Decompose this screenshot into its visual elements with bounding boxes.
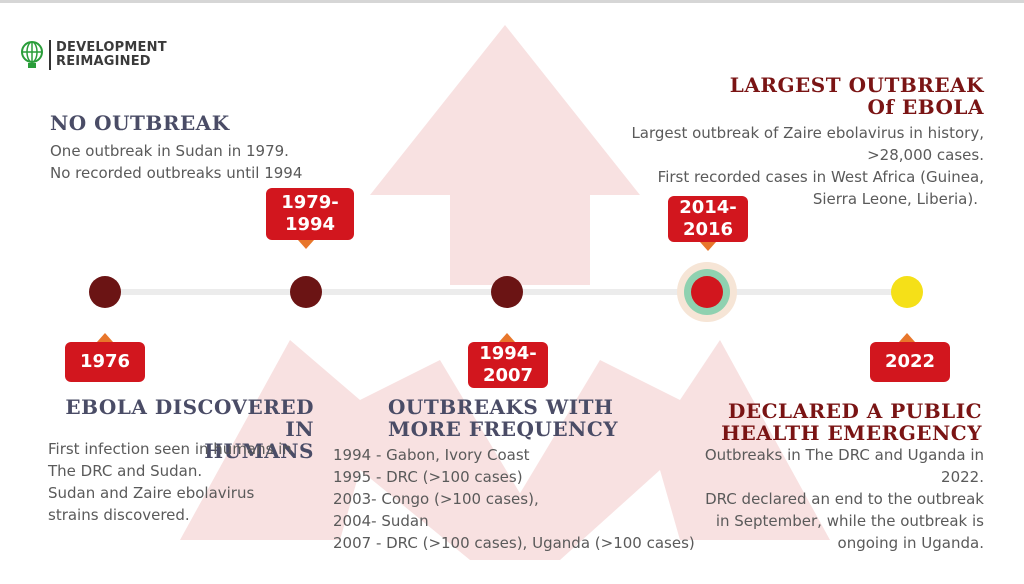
title-line: LARGEST OUTBREAK: [729, 73, 984, 97]
text-line: The DRC and Sudan.: [48, 462, 203, 480]
brand-logo: DEVELOPMENT REIMAGINED: [20, 40, 167, 70]
text-line: DRC declared an end to the outbreak: [705, 490, 984, 508]
text-largest-outbreak: Largest outbreak of Zaire ebolavirus in …: [600, 122, 984, 210]
year-badge-2014-2016: 2014- 2016: [668, 196, 748, 242]
text-line: Sierra Leone, Liberia).: [812, 190, 978, 208]
text-line: 1994 - Gabon, Ivory Coast: [333, 446, 530, 464]
top-border: [0, 0, 1024, 3]
logo-line-2: REIMAGINED: [56, 54, 151, 69]
timeline-dot-2014: [691, 276, 723, 308]
badge-line: 2016: [682, 219, 734, 240]
text-line: First recorded cases in West Africa (Gui…: [657, 168, 984, 186]
timeline-dot-1979: [290, 276, 322, 308]
logo-divider: [49, 40, 51, 70]
text-line: strains discovered.: [48, 506, 190, 524]
title-line: NO OUTBREAK: [50, 111, 230, 135]
title-more-frequency: OUTBREAKS WITH MORE FREQUENCY: [388, 396, 618, 440]
badge-pointer-2014: [700, 242, 716, 251]
text-line: One outbreak in Sudan in 1979.: [50, 142, 289, 160]
title-line: OUTBREAKS WITH: [388, 395, 614, 419]
title-line: Of EBOLA: [867, 95, 984, 119]
timeline-dot-1994: [491, 276, 523, 308]
text-line: 2004- Sudan: [333, 512, 429, 530]
text-ebola-discovered: First infection seen in humans in The DR…: [48, 438, 292, 526]
text-line: First infection seen in humans in: [48, 440, 292, 458]
text-line: 2022.: [941, 468, 984, 486]
title-line: DECLARED A PUBLIC: [728, 399, 982, 423]
year-badge-1979-1994: 1979- 1994: [266, 188, 354, 240]
badge-pointer-2022: [899, 333, 915, 342]
year-badge-2022: 2022: [870, 342, 950, 382]
text-line: >28,000 cases.: [867, 146, 984, 164]
title-largest-outbreak: LARGEST OUTBREAK Of EBOLA: [600, 74, 984, 118]
text-no-outbreak: One outbreak in Sudan in 1979. No record…: [50, 140, 302, 184]
title-ebola-discovered: EBOLA DISCOVERED IN HUMANS: [30, 396, 314, 462]
text-line: ongoing in Uganda.: [837, 534, 984, 552]
text-line: 2003- Congo (>100 cases),: [333, 490, 539, 508]
text-line: Sudan and Zaire ebolavirus: [48, 484, 255, 502]
timeline-dot-2022: [891, 276, 923, 308]
title-no-outbreak: NO OUTBREAK: [50, 112, 230, 134]
logo-text: DEVELOPMENT REIMAGINED: [56, 41, 167, 69]
text-more-frequency: 1994 - Gabon, Ivory Coast 1995 - DRC (>1…: [333, 444, 695, 554]
badge-line: 1994-: [479, 343, 537, 364]
text-line: No recorded outbreaks until 1994: [50, 164, 303, 182]
timeline-dot-1976: [89, 276, 121, 308]
title-line: HEALTH EMERGENCY: [721, 421, 982, 445]
text-line: 1995 - DRC (>100 cases): [333, 468, 523, 486]
bg-arrow-left: [180, 340, 560, 560]
badge-line: 1979-: [281, 192, 339, 213]
badge-pointer-1976: [97, 333, 113, 342]
year-badge-1976: 1976: [65, 342, 145, 382]
title-line: EBOLA DISCOVERED IN: [65, 395, 314, 441]
logo-line-1: DEVELOPMENT: [56, 40, 167, 55]
bg-arrow-right: [480, 340, 830, 560]
text-line: in September, while the outbreak is: [715, 512, 984, 530]
badge-line: 1994: [284, 214, 336, 235]
text-line: Outbreaks in The DRC and Uganda in: [704, 446, 984, 464]
title-health-emergency: DECLARED A PUBLIC HEALTH EMERGENCY: [640, 400, 982, 444]
text-health-emergency: Outbreaks in The DRC and Uganda in 2022.…: [640, 444, 984, 554]
badge-line: 2014-: [679, 197, 737, 218]
title-line: HUMANS: [204, 439, 314, 463]
globe-lightbulb-icon: [21, 41, 43, 68]
text-line: Largest outbreak of Zaire ebolavirus in …: [631, 124, 984, 142]
badge-pointer-1979: [298, 240, 314, 249]
text-line: 2007 - DRC (>100 cases), Uganda (>100 ca…: [333, 534, 695, 552]
year-badge-1994-2007: 1994- 2007: [468, 342, 548, 388]
badge-line: 2007: [482, 365, 534, 386]
bg-arrow-up: [370, 25, 640, 285]
badge-pointer-1994: [499, 333, 515, 342]
title-line: MORE FREQUENCY: [388, 417, 619, 441]
